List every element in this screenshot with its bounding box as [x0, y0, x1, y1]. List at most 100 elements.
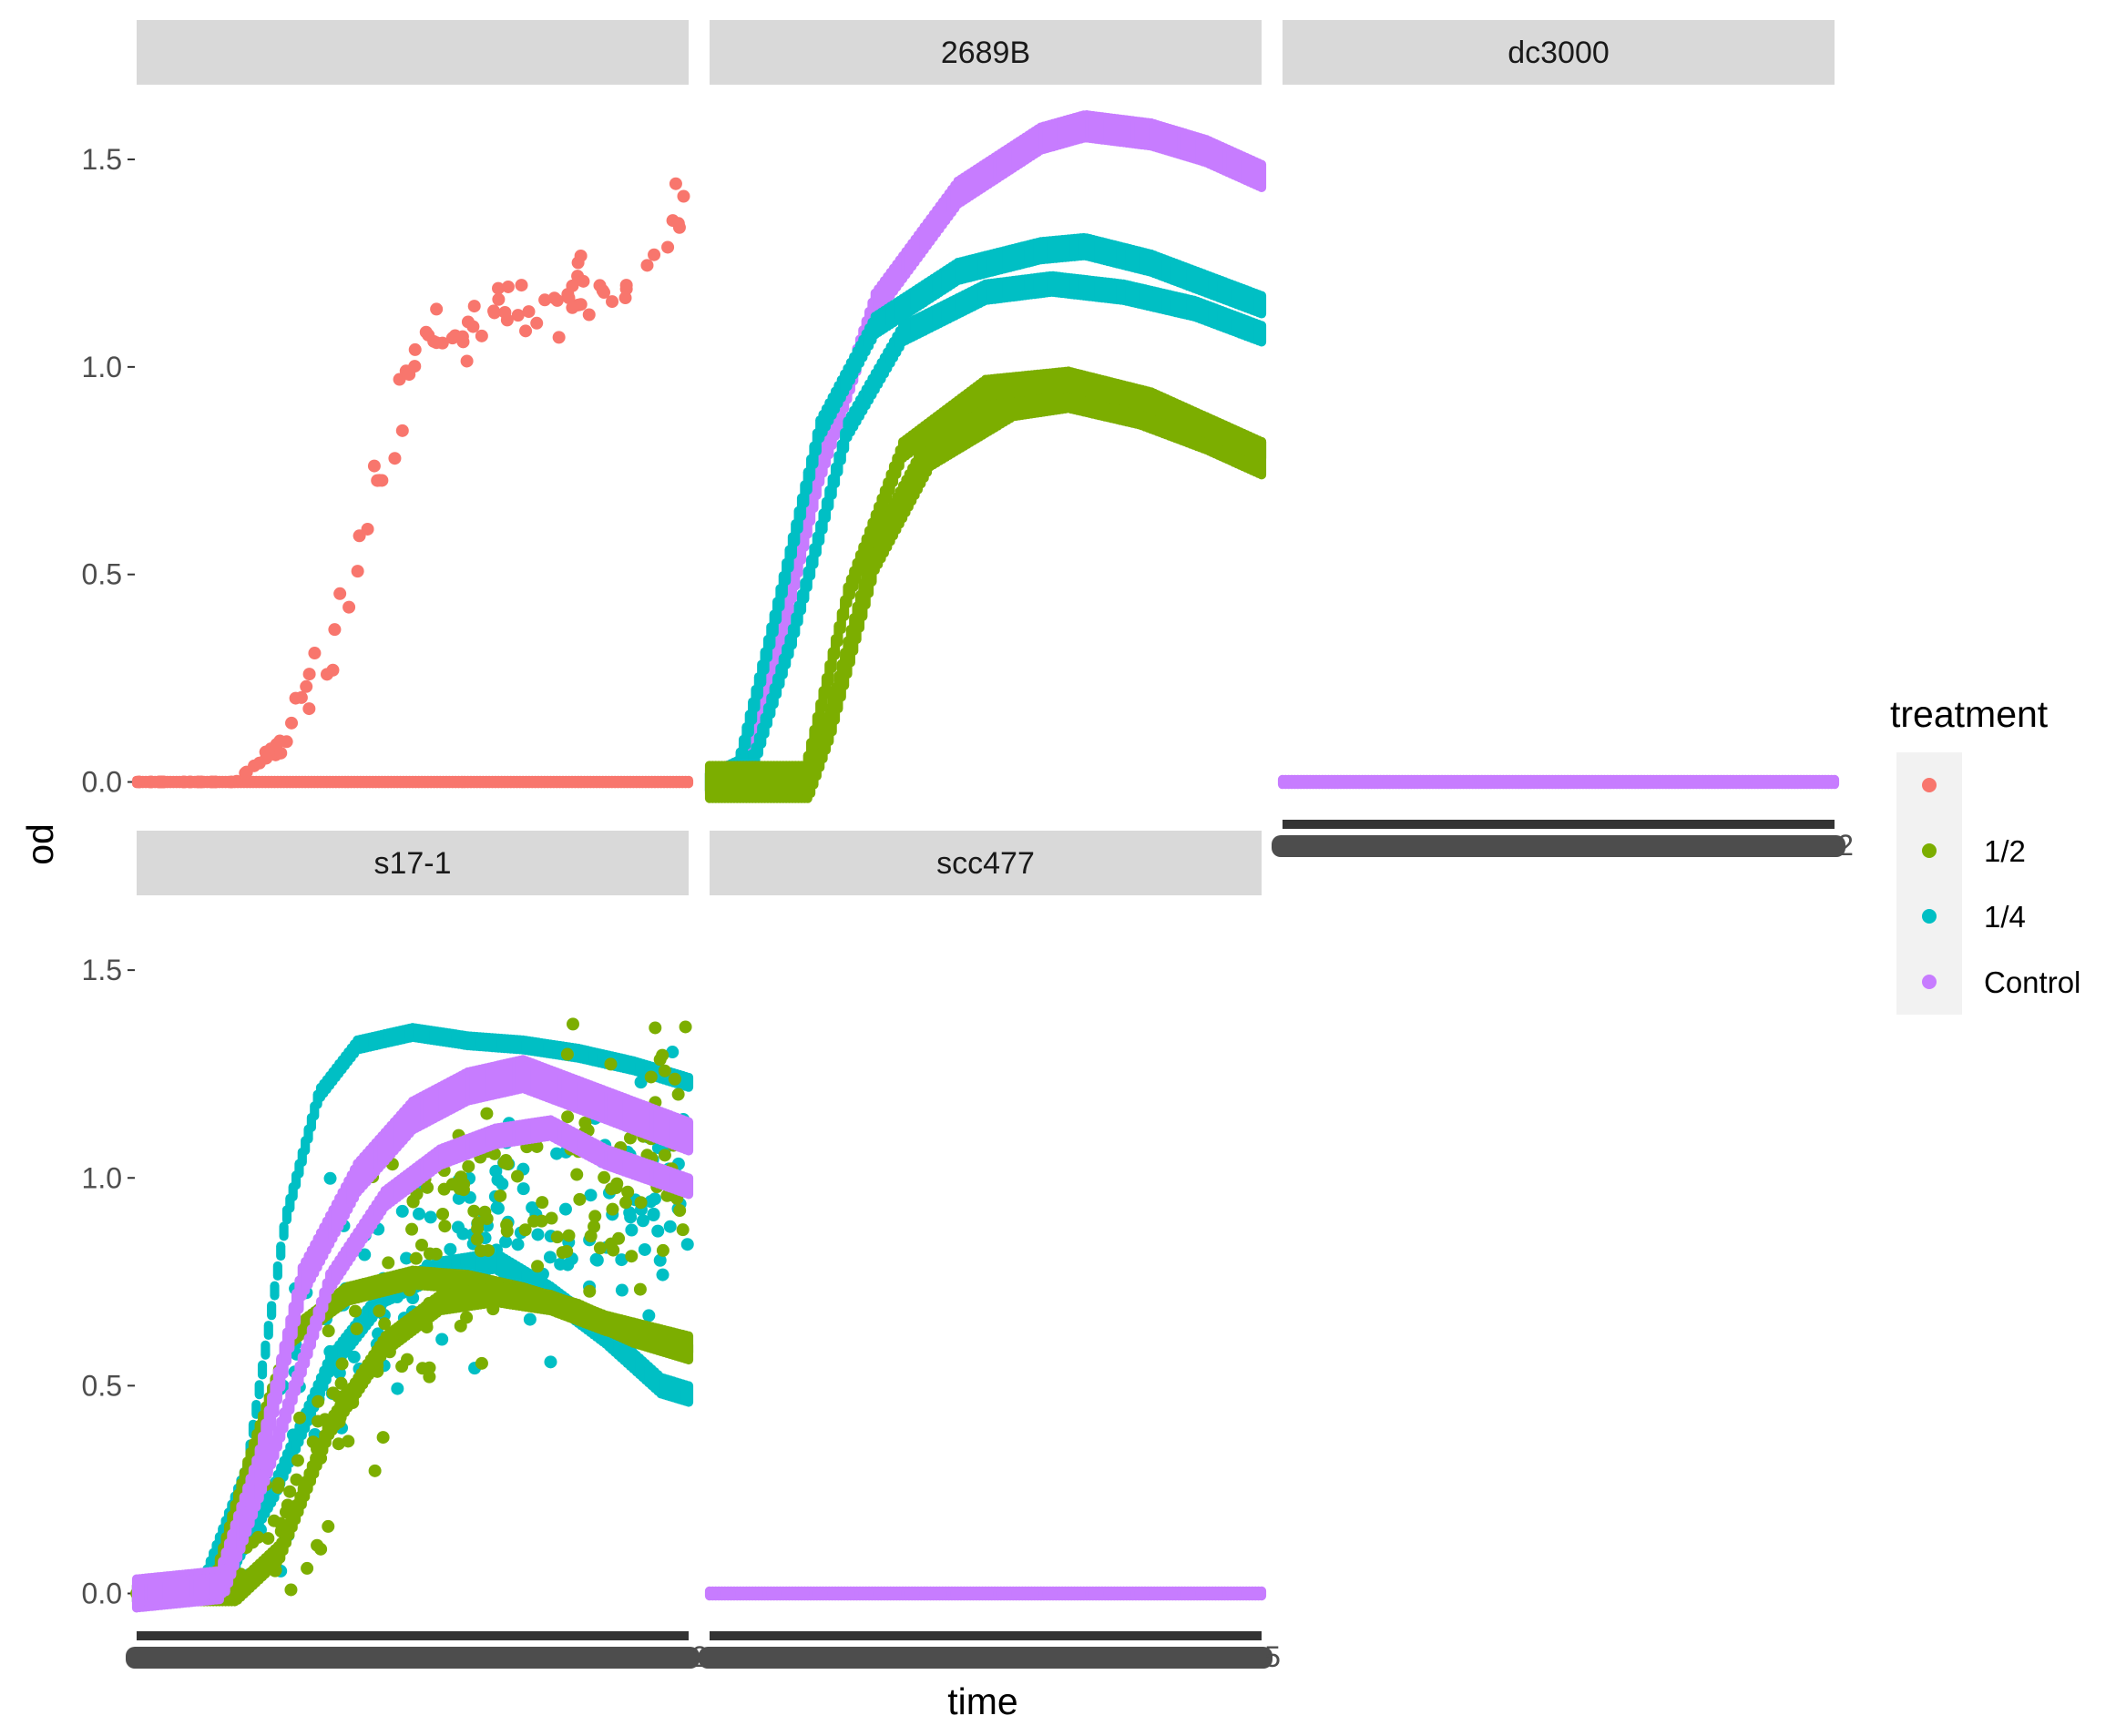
- panel-data: [704, 110, 1267, 803]
- data-point: [644, 1195, 658, 1209]
- data-point: [461, 315, 475, 329]
- data-point: [649, 1021, 662, 1035]
- facet-panel-scc477: scc477 5: [699, 831, 1281, 1673]
- facet-strip-label: scc477: [936, 846, 1035, 881]
- data-point: [552, 331, 566, 344]
- data-point: [501, 1157, 515, 1170]
- data-point: [470, 1232, 484, 1246]
- facet-strip: [137, 831, 689, 895]
- data-point: [583, 1284, 597, 1298]
- data-point: [522, 305, 536, 319]
- data-point: [516, 1182, 530, 1196]
- data-point: [566, 279, 579, 292]
- data-point: [290, 1473, 303, 1486]
- data-point: [419, 325, 433, 339]
- data-point: [406, 1194, 420, 1208]
- data-point: [625, 1223, 639, 1237]
- data-point: [382, 1256, 395, 1270]
- data-point: [566, 301, 579, 314]
- y-tick-label: 0.0: [82, 766, 122, 799]
- data-point: [582, 308, 596, 322]
- facet-panel-unlabeled: 0.0 0.5 1.0 1.5: [82, 20, 694, 799]
- data-point: [560, 1047, 574, 1061]
- data-point: [1256, 291, 1267, 319]
- data-point: [648, 248, 661, 261]
- data-point: [400, 1251, 414, 1265]
- data-point: [378, 1317, 392, 1331]
- data-point: [593, 279, 607, 292]
- data-point: [409, 1251, 423, 1265]
- data-point: [530, 1139, 544, 1153]
- data-point: [283, 1485, 297, 1498]
- data-point: [683, 1072, 694, 1092]
- data-point: [550, 1231, 564, 1244]
- data-point: [518, 1223, 532, 1237]
- data-point: [640, 259, 654, 272]
- data-point: [347, 1350, 361, 1363]
- data-point: [619, 1196, 633, 1210]
- data-point: [523, 1312, 537, 1326]
- data-point: [323, 1344, 337, 1358]
- data-point: [1256, 321, 1267, 347]
- data-point: [1829, 774, 1840, 790]
- data-point: [558, 1202, 572, 1216]
- legend-key-1: [1922, 778, 1937, 792]
- legend-label-2: 1/2: [1984, 834, 2026, 868]
- data-point: [531, 1228, 545, 1241]
- data-point: [349, 1304, 363, 1318]
- facet-strip: [1283, 20, 1835, 85]
- data-point: [408, 342, 422, 356]
- data-point: [291, 1454, 304, 1467]
- data-point: [531, 1260, 545, 1273]
- facet-panel-2689B: 2689B: [704, 20, 1267, 803]
- data-point: [676, 1223, 690, 1237]
- data-point: [286, 1428, 300, 1442]
- data-point: [367, 459, 381, 473]
- data-point: [456, 1183, 470, 1197]
- facet-panels: 0.0 0.5 1.0 1.5 2689B dc3000 2 s17-1 0.0 0.5 1.0 1.…: [82, 20, 1854, 1673]
- data-point: [350, 1322, 363, 1336]
- data-point: [511, 1169, 525, 1183]
- data-point: [252, 756, 266, 770]
- x-tick-marks-overplotted: [137, 1631, 689, 1640]
- data-point: [475, 1356, 488, 1370]
- data-point: [683, 775, 694, 789]
- data-point: [368, 1464, 382, 1477]
- data-point: [391, 1382, 404, 1395]
- data-point: [501, 280, 515, 293]
- data-point: [609, 1181, 623, 1195]
- legend-key-2: [1922, 843, 1937, 858]
- data-point: [573, 1192, 587, 1206]
- legend-label-3: 1/4: [1984, 900, 2026, 934]
- data-point: [388, 452, 402, 465]
- facet-strip: [710, 20, 1262, 85]
- data-point: [669, 177, 682, 190]
- data-point: [279, 1221, 289, 1241]
- y-tick-label: 1.5: [82, 954, 122, 986]
- data-point: [284, 1583, 298, 1597]
- data-point: [376, 1431, 390, 1445]
- data-point: [373, 474, 386, 487]
- data-point: [604, 1237, 618, 1251]
- data-point: [1256, 159, 1267, 193]
- data-point: [496, 1177, 509, 1190]
- data-point: [285, 716, 299, 730]
- legend-entries: 1/2 1/4 Control: [1922, 778, 2080, 999]
- data-point: [430, 302, 444, 316]
- data-point: [663, 1220, 677, 1233]
- y-tick-label: 0.5: [82, 558, 122, 591]
- data-point: [538, 293, 552, 307]
- data-point: [578, 1116, 592, 1129]
- data-point: [653, 1253, 667, 1267]
- data-point: [302, 668, 316, 681]
- data-point: [270, 1281, 280, 1301]
- facet-strip: [137, 20, 689, 85]
- data-point: [606, 295, 619, 309]
- data-point: [480, 1212, 494, 1226]
- data-point: [494, 1189, 507, 1202]
- data-point: [642, 1309, 656, 1322]
- x-tick-marks-overplotted: [710, 1631, 1262, 1640]
- data-point: [671, 1088, 685, 1101]
- data-point: [584, 1230, 598, 1243]
- data-point: [460, 1311, 474, 1324]
